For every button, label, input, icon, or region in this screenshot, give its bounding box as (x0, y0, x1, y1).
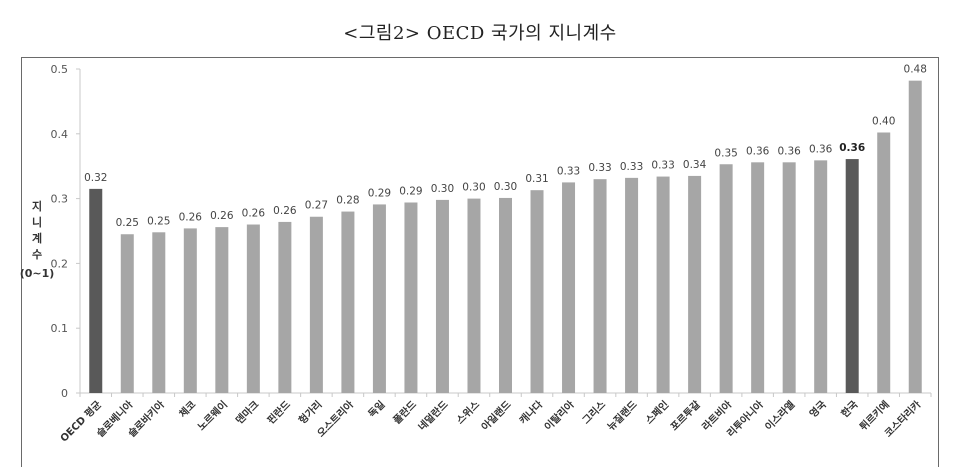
category-label: 덴마크 (233, 398, 262, 427)
y-axis-label: 수 (32, 248, 42, 261)
value-label: 0.34 (683, 159, 707, 171)
y-tick-label: 0.3 (51, 193, 69, 206)
bar (688, 175, 702, 393)
value-label: 0.29 (399, 185, 422, 197)
bar (89, 188, 103, 393)
value-label: 0.33 (651, 160, 674, 172)
bar (908, 80, 922, 393)
value-label: 0.25 (116, 217, 139, 229)
value-label: 0.36 (777, 145, 801, 157)
bar (562, 182, 576, 393)
bar (404, 202, 418, 393)
value-label: 0.48 (904, 64, 927, 76)
bar (814, 160, 828, 393)
category-label: 그리스 (579, 398, 608, 427)
category-label: 네덜란드 (415, 398, 450, 433)
value-label: 0.35 (714, 147, 737, 159)
value-label: 0.25 (147, 215, 170, 227)
chart-frame (21, 57, 939, 467)
value-label: 0.26 (210, 210, 234, 222)
category-label: 이스라엘 (762, 398, 797, 433)
category-label: 노르웨이 (195, 398, 230, 433)
category-label: 독일 (365, 398, 387, 420)
y-tick-label: 0 (61, 387, 68, 400)
y-tick-label: 0.2 (51, 257, 69, 270)
category-label: 체코 (176, 398, 198, 420)
category-label: OECD 평균 (57, 398, 104, 445)
category-label: 스위스 (453, 398, 482, 427)
y-tick-label: 0.5 (51, 63, 69, 76)
category-label: 폴란드 (391, 399, 419, 427)
value-label: 0.40 (872, 116, 895, 128)
category-label: 한국 (839, 399, 861, 421)
y-tick-label: 0.1 (51, 322, 69, 335)
value-label: 0.26 (242, 208, 266, 220)
category-label: 스페인 (642, 398, 671, 427)
y-tick-label: 0.4 (51, 128, 69, 141)
y-axis-label: 지 (32, 199, 42, 213)
bar (246, 224, 260, 393)
value-label: 0.27 (305, 200, 328, 212)
bar (435, 199, 449, 393)
bar (751, 162, 765, 393)
bar (656, 176, 670, 393)
bar (625, 177, 639, 393)
category-label: 뉴질랜드 (604, 398, 639, 433)
bar (782, 162, 796, 393)
value-label: 0.30 (431, 183, 454, 195)
bar (120, 234, 134, 393)
bar (278, 221, 292, 393)
value-label: 0.29 (368, 187, 391, 199)
bar (845, 159, 859, 393)
bar (467, 198, 481, 393)
bar (215, 227, 229, 393)
bar (593, 179, 607, 393)
bar (877, 132, 891, 393)
value-label: 0.33 (620, 161, 643, 173)
y-axis-label: 니 (32, 215, 42, 229)
bar (309, 216, 323, 393)
value-label: 0.31 (525, 173, 548, 185)
bar (530, 190, 544, 393)
value-label: 0.26 (273, 205, 297, 217)
bar (152, 232, 166, 393)
category-label: 캐나다 (516, 397, 545, 426)
value-label: 0.33 (557, 165, 580, 177)
category-label: 헝가리 (296, 398, 325, 427)
value-label: 0.26 (179, 211, 203, 223)
category-label: 포르투갈 (668, 397, 704, 433)
category-label: 이탈리아 (541, 397, 577, 433)
y-axis-label: 계 (32, 231, 42, 245)
y-axis-label: (0~1) (20, 267, 55, 280)
value-label: 0.33 (588, 162, 611, 174)
category-label: 영국 (807, 398, 829, 420)
value-label: 0.32 (84, 172, 107, 184)
value-label: 0.30 (494, 181, 517, 193)
value-label: 0.30 (462, 182, 485, 194)
chart-title: <그림2> OECD 국가의 지니계수 (343, 23, 617, 44)
bar (499, 197, 512, 393)
bar (341, 211, 355, 393)
value-label: 0.36 (809, 143, 833, 155)
value-label: 0.36 (746, 145, 770, 157)
category-label: 핀란드 (264, 398, 293, 427)
category-label: 아일랜드 (478, 398, 513, 433)
bar (183, 228, 197, 393)
bar (372, 204, 386, 393)
value-label: 0.36 (839, 142, 865, 154)
bar (719, 164, 733, 393)
value-label: 0.28 (336, 195, 359, 207)
